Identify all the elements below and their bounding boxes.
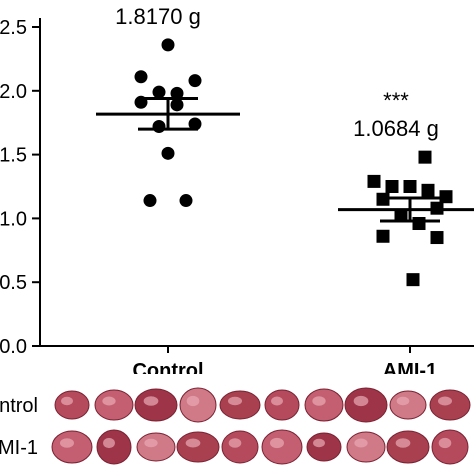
tumor-sample [431, 429, 469, 465]
tumor-sample [429, 389, 471, 421]
tumor-sample [261, 429, 303, 465]
control-data-point [188, 117, 202, 131]
ami1-data-point [394, 209, 408, 223]
tumor-sample [54, 390, 90, 420]
control-data-point [161, 38, 175, 52]
tumor-highlight [312, 396, 326, 406]
tumor-sample [389, 390, 427, 420]
y-tick-label: 2.5 [0, 17, 27, 39]
tumor-highlight [228, 438, 242, 448]
control-data-point [143, 194, 157, 208]
tumor-highlight [270, 437, 284, 449]
tumor-highlight [354, 438, 368, 448]
control-data-point [170, 86, 184, 100]
control-mean-label: 1.8170 g [115, 4, 201, 29]
y-tick-label: 1.5 [0, 145, 27, 167]
tumor-sample [344, 387, 388, 423]
ami1-data-point [403, 180, 417, 193]
y-tick-label: 1.0 [0, 208, 27, 230]
data-points [134, 38, 453, 287]
ami1-data-point [418, 150, 432, 164]
tumor-sample [221, 430, 259, 464]
y-axis: 2.5 2.0 1.5 1.0 0.5 0.0 [0, 17, 41, 358]
ami1-data-point [421, 183, 435, 197]
tumor-sample [219, 390, 261, 420]
ami1-data-point [385, 180, 399, 193]
tumor-sample [304, 388, 344, 422]
tumor-sample [346, 431, 386, 463]
ami1-data-point [439, 190, 453, 204]
tumor-highlight [396, 396, 410, 406]
tumor-sample [136, 432, 176, 462]
tumor-highlight [353, 395, 369, 407]
tumor-sample [94, 389, 134, 421]
annotations: 1.8170 g *** 1.0684 g [115, 4, 439, 141]
tumor-highlight [61, 396, 73, 406]
tumor-highlight [313, 438, 325, 448]
tumor-highlight [228, 396, 242, 406]
y-tick-label: 2.0 [0, 81, 27, 103]
tumor-highlight [60, 438, 74, 448]
y-tick-label: 0.5 [0, 272, 27, 294]
ami1-data-point [406, 273, 420, 287]
tumor-highlight [102, 396, 116, 406]
tumor-highlight [438, 396, 452, 406]
tumor-highlight [395, 438, 411, 448]
summary-statistics [96, 96, 474, 223]
ami1-data-point [367, 174, 381, 188]
tumor-highlight [438, 437, 452, 449]
tumor-sample [386, 430, 430, 464]
tumor-photo-panel: Control AMI-1 [0, 374, 474, 474]
control-data-point [179, 194, 193, 208]
tumor-sample [264, 389, 300, 421]
control-data-point [152, 85, 166, 99]
tumor-sample [179, 387, 217, 423]
ami1-data-point [376, 229, 390, 243]
photo-row-label: AMI-1 [0, 437, 38, 459]
tumor-sample [51, 430, 93, 464]
ami1-mean-label: 1.0684 g [353, 116, 439, 141]
tumor-highlight [144, 438, 158, 448]
tumor-highlight [103, 437, 115, 449]
control-data-point [152, 120, 166, 134]
y-tick-label: 0.0 [0, 336, 27, 358]
tumor-highlight [185, 438, 201, 448]
significance-label: *** [383, 88, 409, 113]
tumor-sample [176, 431, 220, 463]
ami1-data-point [412, 217, 426, 231]
control-data-point [161, 146, 175, 160]
control-data-point [170, 98, 184, 112]
photo-row-label: Control [0, 395, 38, 417]
tumor-highlight [186, 395, 200, 407]
ami1-data-point [430, 231, 444, 245]
tumor-sample [134, 388, 178, 422]
control-data-point [188, 74, 202, 88]
tumor-sample [96, 429, 132, 465]
tumor-highlight [143, 396, 159, 406]
tumor-sample [306, 432, 342, 462]
tumor-highlight [271, 396, 283, 406]
control-data-point [134, 70, 148, 84]
